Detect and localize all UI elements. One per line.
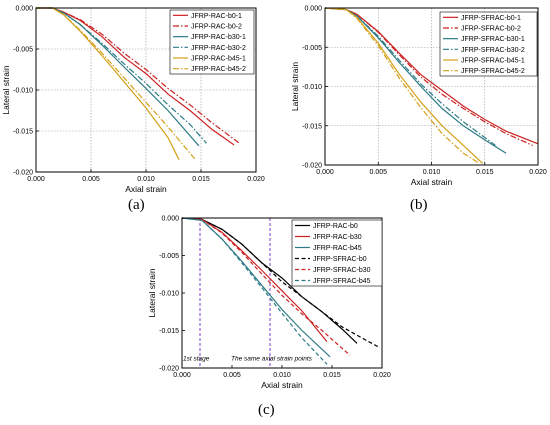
legend-label-b-5: JFRP-SFRAC-b45-2 — [461, 68, 525, 75]
y-tick-label-b: -0.010 — [302, 84, 322, 91]
y-tick-label-b: -0.020 — [302, 163, 322, 170]
y-tick-label-a: -0.020 — [13, 170, 33, 177]
x-axis-label-c: Axial strain — [261, 380, 303, 390]
x-tick-label-c: 0.015 — [323, 372, 341, 379]
plot-frame-b — [324, 7, 539, 166]
legend-label-a-0: JFRP-RAC-b0-1 — [191, 13, 242, 20]
legend-label-c-2: JFRP-RAC-b45 — [313, 245, 362, 252]
y-axis-label-b: Lateral strain — [290, 62, 300, 111]
series-line-c-3 — [181, 217, 381, 349]
series-line-b-0 — [324, 7, 539, 145]
series-line-b-4 — [324, 7, 484, 164]
legend-box-b — [439, 11, 538, 77]
legend-label-c-1: JFRP-RAC-b30 — [313, 234, 362, 241]
series-line-b-2 — [324, 7, 507, 154]
series-line-a-1 — [36, 7, 240, 144]
series-line-b-3 — [324, 7, 496, 146]
series-line-a-0 — [36, 7, 235, 146]
x-tick-label-a: 0.020 — [247, 176, 265, 183]
annotation-c-1: The same axial strain points — [231, 356, 313, 363]
legend-label-b-0: JFRP-SFRAC-b0-1 — [461, 15, 521, 22]
x-axis-label-a: Axial strain — [125, 184, 167, 194]
legend-box-c — [291, 219, 383, 287]
series-line-c-4 — [181, 217, 351, 356]
series-line-c-2 — [181, 217, 331, 358]
x-tick-label-b: 0.010 — [423, 169, 441, 176]
panel-label-c: (c) — [258, 402, 275, 418]
legend-label-c-5: JFRP-SFRAC-b45 — [313, 278, 371, 285]
y-tick-label-c: -0.010 — [159, 291, 179, 298]
legend-label-c-3: JFRP-SFRAC-b0 — [313, 256, 367, 263]
legend-label-a-2: JFRP-RAC-b30-1 — [191, 34, 246, 41]
legend-label-c-0: JFRP-RAC-b0 — [313, 223, 358, 230]
series-line-a-2 — [36, 7, 200, 147]
x-tick-label-c: 0.020 — [373, 372, 391, 379]
x-tick-label-a: 0.015 — [192, 176, 210, 183]
x-tick-label-b: 0.015 — [476, 169, 494, 176]
panel-label-a: (a) — [128, 197, 145, 213]
y-tick-label-a: 0.000 — [15, 6, 33, 13]
legend-box-a — [169, 9, 255, 75]
y-tick-label-c: -0.015 — [159, 328, 179, 335]
x-tick-label-c: 0.000 — [173, 372, 191, 379]
legend-label-a-5: JFRP-RAC-b45-2 — [191, 66, 246, 73]
series-line-c-0 — [181, 217, 358, 344]
legend-label-a-3: JFRP-RAC-b30-2 — [191, 45, 246, 52]
y-tick-label-a: -0.005 — [13, 47, 33, 54]
x-tick-label-a: 0.000 — [27, 176, 45, 183]
y-tick-label-c: -0.020 — [159, 366, 179, 373]
y-axis-label-a: Lateral strain — [1, 65, 11, 114]
series-line-b-5 — [324, 7, 480, 164]
x-tick-label-c: 0.010 — [273, 372, 291, 379]
y-tick-label-c: -0.005 — [159, 253, 179, 260]
plot-frame-c — [181, 217, 383, 369]
series-line-b-1 — [324, 7, 533, 146]
y-tick-label-b: 0.000 — [304, 6, 322, 13]
legend-label-b-4: JFRP-SFRAC-b45-1 — [461, 58, 525, 65]
panel-label-b: (b) — [410, 197, 428, 213]
legend-label-b-2: JFRP-SFRAC-b30-1 — [461, 36, 525, 43]
series-line-a-4 — [36, 7, 180, 160]
x-tick-label-a: 0.010 — [137, 176, 155, 183]
legend-label-b-3: JFRP-SFRAC-b30-2 — [461, 47, 525, 54]
legend-label-c-4: JFRP-SFRAC-b30 — [313, 267, 371, 274]
plot-frame-a — [35, 7, 257, 173]
x-tick-label-c: 0.005 — [223, 372, 241, 379]
x-axis-label-b: Axial strain — [411, 177, 453, 187]
series-line-a-3 — [36, 7, 207, 144]
y-tick-label-c: 0.000 — [161, 216, 179, 223]
legend-label-a-4: JFRP-RAC-b45-1 — [191, 56, 246, 63]
x-tick-label-b: 0.020 — [529, 169, 547, 176]
x-tick-label-b: 0.000 — [316, 169, 334, 176]
legend-label-b-1: JFRP-SFRAC-b0-2 — [461, 26, 521, 33]
series-line-a-5 — [36, 7, 196, 161]
y-tick-label-a: -0.015 — [13, 129, 33, 136]
legend-label-a-1: JFRP-RAC-b0-2 — [191, 24, 242, 31]
y-tick-label-b: -0.015 — [302, 123, 322, 130]
y-tick-label-a: -0.010 — [13, 88, 33, 95]
y-axis-label-c: Lateral strain — [147, 268, 157, 317]
x-tick-label-a: 0.005 — [82, 176, 100, 183]
series-line-c-1 — [181, 217, 328, 343]
annotation-c-0: 1st stage — [183, 356, 210, 363]
x-tick-label-b: 0.005 — [369, 169, 387, 176]
y-tick-label-b: -0.005 — [302, 45, 322, 52]
series-line-c-5 — [181, 217, 328, 365]
